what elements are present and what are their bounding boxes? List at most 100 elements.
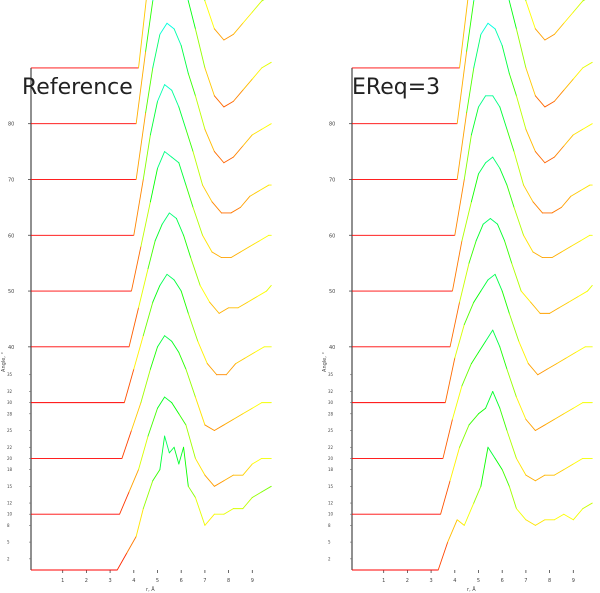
series-segment xyxy=(204,0,206,2)
series-segment xyxy=(223,100,234,108)
series-segment xyxy=(261,0,265,2)
y-minor-tick-label: 20 xyxy=(328,456,334,461)
series-segment xyxy=(204,474,215,487)
series-segment xyxy=(261,61,272,69)
x-axis-label: r, Å xyxy=(146,586,155,593)
series-segment xyxy=(133,179,144,236)
series-segment xyxy=(534,474,546,482)
series-segment xyxy=(235,357,246,365)
series-segment xyxy=(437,541,449,571)
series-segment xyxy=(515,396,527,420)
series-segment xyxy=(463,301,475,325)
series-segment xyxy=(157,151,166,169)
series-segment xyxy=(185,128,194,153)
series-segment xyxy=(204,0,215,30)
series-segment xyxy=(461,201,472,242)
series-segment xyxy=(204,424,215,431)
series-curve xyxy=(31,435,272,571)
x-tick-label: 6 xyxy=(501,578,504,584)
series-segment xyxy=(459,424,470,448)
series-segment xyxy=(247,296,258,303)
series-segment xyxy=(251,128,263,136)
series-segment xyxy=(164,151,173,158)
series-segment xyxy=(251,457,263,465)
series-segment xyxy=(194,457,206,476)
panel-ereq3: EReq=34050607080258101215182022252830323… xyxy=(322,0,593,593)
series-segment xyxy=(242,463,253,476)
series-segment xyxy=(482,218,491,225)
series-segment xyxy=(463,502,475,526)
series-segment xyxy=(532,201,543,214)
series-segment xyxy=(572,508,584,521)
x-tick-label: 1 xyxy=(61,578,64,584)
series-segment xyxy=(258,234,270,242)
series-segment xyxy=(126,536,137,554)
series-segment xyxy=(525,128,536,153)
series-segment xyxy=(473,33,482,69)
series-segment xyxy=(527,363,539,376)
series-segment xyxy=(180,45,189,74)
y-minor-tick-label: 32 xyxy=(7,389,13,394)
series-segment xyxy=(218,307,230,314)
series-segment xyxy=(157,396,166,409)
series-segment xyxy=(492,329,501,348)
series-segment xyxy=(525,0,536,30)
series-segment xyxy=(513,206,524,236)
series-segment xyxy=(515,95,527,130)
series-segment xyxy=(534,151,546,164)
series-segment xyxy=(563,78,574,91)
series-segment xyxy=(515,28,527,69)
series-curve xyxy=(31,335,272,459)
series-curve xyxy=(31,151,272,292)
series-segment xyxy=(164,84,173,91)
series-segment xyxy=(492,391,501,409)
series-segment xyxy=(157,335,166,348)
y-minor-tick-label: 12 xyxy=(328,501,334,506)
series-segment xyxy=(171,156,180,164)
y-minor-tick-label: 10 xyxy=(328,512,334,517)
x-tick-label: 7 xyxy=(524,578,527,584)
series-segment xyxy=(534,424,546,431)
y-axis-label: Angle, ° xyxy=(322,352,328,372)
y-minor-tick-label: 28 xyxy=(328,411,334,416)
series-segment xyxy=(149,346,158,370)
series-segment xyxy=(478,95,487,108)
series-segment xyxy=(192,206,203,236)
series-segment xyxy=(515,457,527,476)
series-segment xyxy=(178,351,187,370)
series-segment xyxy=(513,151,524,186)
series-segment xyxy=(251,0,263,13)
x-tick-label: 1 xyxy=(382,578,385,584)
series-segment xyxy=(261,485,272,493)
series-segment xyxy=(478,407,487,415)
y-axis-label: Angle, ° xyxy=(1,352,7,372)
y-tick-label: 80 xyxy=(8,122,14,128)
series-segment xyxy=(121,430,132,459)
series-segment xyxy=(470,106,479,136)
series-segment xyxy=(164,335,173,342)
series-segment xyxy=(485,391,494,409)
series-segment xyxy=(525,519,536,526)
series-segment xyxy=(133,335,144,370)
series-curve xyxy=(352,446,593,571)
series-segment xyxy=(187,73,196,97)
series-segment xyxy=(485,156,494,164)
series-segment xyxy=(142,134,151,180)
series-segment xyxy=(466,67,475,113)
series-segment xyxy=(494,457,503,471)
series-segment xyxy=(497,223,506,242)
series-segment xyxy=(225,363,237,376)
series-segment xyxy=(192,151,203,186)
series-segment xyxy=(480,279,489,292)
series-segment xyxy=(223,156,234,164)
series-segment xyxy=(159,435,166,471)
series-segment xyxy=(563,463,574,471)
series-segment xyxy=(553,145,565,158)
series-segment xyxy=(487,446,496,459)
series-segment xyxy=(508,73,517,97)
series-segment xyxy=(116,552,128,571)
series-segment xyxy=(168,446,175,454)
series-curve xyxy=(352,218,593,348)
series-segment xyxy=(563,11,574,24)
